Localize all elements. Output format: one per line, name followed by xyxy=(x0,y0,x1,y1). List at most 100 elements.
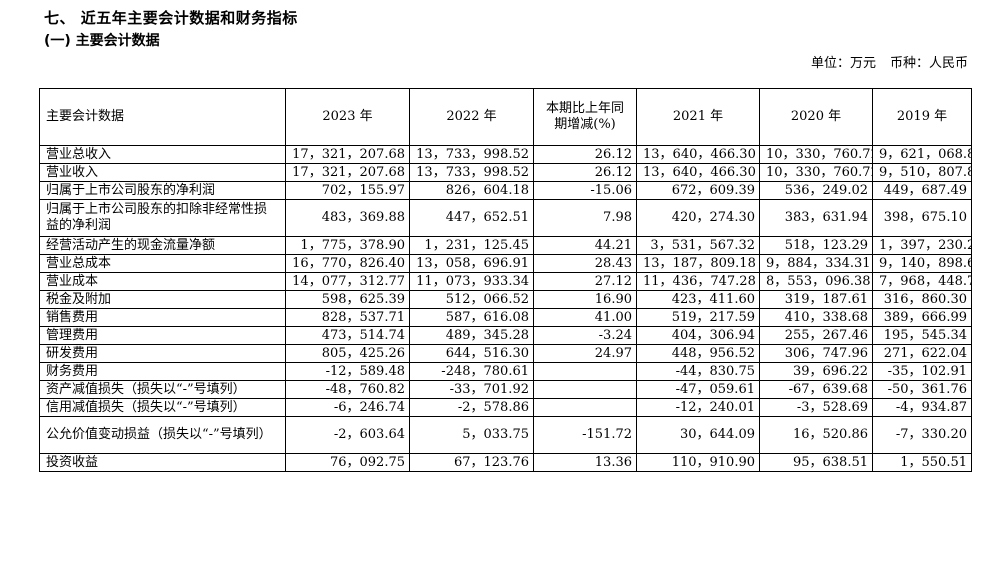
table-cell: 11，073，933.34 xyxy=(409,272,534,291)
table-cell: 95，638.51 xyxy=(759,453,873,472)
table-row: 研发费用 805，425.26 644，516.30 24.97 448，956.52 3… xyxy=(39,344,972,363)
table-cell: 587，616.08 xyxy=(409,308,534,327)
table-cell: 10，330，760.72 xyxy=(759,145,873,164)
table-cell: 13，640，466.30 xyxy=(636,163,760,182)
row-label: 投资收益 xyxy=(39,453,286,472)
table-cell: 1，775，378.90 xyxy=(285,236,410,255)
table-cell: 9，884，334.31 xyxy=(759,254,873,273)
row-label: 营业成本 xyxy=(39,272,286,291)
row-label: 资产减值损失（损失以“-”号填列） xyxy=(39,380,286,399)
table-cell: 449，687.49 xyxy=(872,181,972,200)
table-cell xyxy=(533,398,637,417)
table-cell: -50，361.76 xyxy=(872,380,972,399)
table-cell: -67，639.68 xyxy=(759,380,873,399)
table-cell: 44.21 xyxy=(533,236,637,255)
table-cell: 1，550.51 xyxy=(872,453,972,472)
row-label: 营业总成本 xyxy=(39,254,286,273)
table-cell: 9，510，807.86 xyxy=(872,163,972,182)
row-label: 研发费用 xyxy=(39,344,286,363)
row-label: 营业总收入 xyxy=(39,145,286,164)
row-label: 经营活动产生的现金流量净额 xyxy=(39,236,286,255)
row-label: 销售费用 xyxy=(39,308,286,327)
column-header: 2023 年 xyxy=(285,88,410,146)
table-cell: 13，187，809.18 xyxy=(636,254,760,273)
table-cell: 41.00 xyxy=(533,308,637,327)
table-cell: -248，780.61 xyxy=(409,362,534,381)
table-cell: 398，675.10 xyxy=(872,199,972,237)
section-title: 七、 近五年主要会计数据和财务指标 xyxy=(44,9,298,27)
table-cell: 7，968，448.73 xyxy=(872,272,972,291)
table-cell: 13，733，998.52 xyxy=(409,145,534,164)
table-cell: 16.90 xyxy=(533,290,637,309)
table-cell: -4，934.87 xyxy=(872,398,972,417)
table-cell: 672，609.39 xyxy=(636,181,760,200)
table-cell: -2，578.86 xyxy=(409,398,534,417)
table-cell: -44，830.75 xyxy=(636,362,760,381)
table-cell: 483，369.88 xyxy=(285,199,410,237)
currency-label: 币种：人民币 xyxy=(889,56,968,71)
table-cell: 9，621，068.88 xyxy=(872,145,972,164)
unit-label: 单位：万元 xyxy=(810,56,876,71)
row-label: 财务费用 xyxy=(39,362,286,381)
row-label: 公允价值变动损益（损失以“-”号填列） xyxy=(39,416,286,454)
column-header: 2021 年 xyxy=(636,88,760,146)
sub-title: (一) 主要会计数据 xyxy=(44,33,160,49)
table-row: 税金及附加 598，625.39 512，066.52 16.90 423，411.60… xyxy=(39,290,972,309)
table-row: 营业总收入 17，321，207.68 13，733，998.52 26.12 13，6… xyxy=(39,145,972,164)
table-cell: -47，059.61 xyxy=(636,380,760,399)
table-cell: 805，425.26 xyxy=(285,344,410,363)
table-cell: 383，631.94 xyxy=(759,199,873,237)
table-cell: 13，733，998.52 xyxy=(409,163,534,182)
column-header: 2019 年 xyxy=(872,88,972,146)
table-cell: 410，338.68 xyxy=(759,308,873,327)
accounting-data-table: 主要会计数据 2023 年 2022 年 本期比上年同期增减(%) 2021 年… xyxy=(39,88,972,472)
table-cell: 826，604.18 xyxy=(409,181,534,200)
row-label: 归属于上市公司股东的净利润 xyxy=(39,181,286,200)
table-cell: 13，058，696.91 xyxy=(409,254,534,273)
table-row: 销售费用 828，537.71 587，616.08 41.00 519，217.59 4… xyxy=(39,308,972,327)
table-cell: 27.12 xyxy=(533,272,637,291)
table-cell: 26.12 xyxy=(533,145,637,164)
table-cell: -2，603.64 xyxy=(285,416,410,454)
table-cell: -33，701.92 xyxy=(409,380,534,399)
table-cell: 512，066.52 xyxy=(409,290,534,309)
table-cell: 5，033.75 xyxy=(409,416,534,454)
table-cell: 76，092.75 xyxy=(285,453,410,472)
table-cell: -35，102.91 xyxy=(872,362,972,381)
table-row: 归属于上市公司股东的扣除非经常性损益的净利润 483，369.88 447，652.… xyxy=(39,199,972,237)
table-header-row: 主要会计数据 2023 年 2022 年 本期比上年同期增减(%) 2021 年… xyxy=(39,88,972,146)
table-cell xyxy=(533,362,637,381)
column-header: 2020 年 xyxy=(759,88,873,146)
table-cell: -3，528.69 xyxy=(759,398,873,417)
table-cell: 1，397，230.24 xyxy=(872,236,972,255)
table-cell: 448，956.52 xyxy=(636,344,760,363)
table-cell: -3.24 xyxy=(533,326,637,345)
table-cell: 644，516.30 xyxy=(409,344,534,363)
table-cell: 28.43 xyxy=(533,254,637,273)
row-label: 信用减值损失（损失以“-”号填列） xyxy=(39,398,286,417)
table-cell: 24.97 xyxy=(533,344,637,363)
table-cell: 11，436，747.28 xyxy=(636,272,760,291)
row-label: 税金及附加 xyxy=(39,290,286,309)
table-row: 营业收入 17，321，207.68 13，733，998.52 26.12 13，64… xyxy=(39,163,972,182)
table-cell: 319，187.61 xyxy=(759,290,873,309)
table-cell: 14，077，312.77 xyxy=(285,272,410,291)
table-cell: 10，330，760.72 xyxy=(759,163,873,182)
table-cell: 702，155.97 xyxy=(285,181,410,200)
table-cell: -48，760.82 xyxy=(285,380,410,399)
table-cell xyxy=(533,380,637,399)
table-row: 资产减值损失（损失以“-”号填列） -48，760.82 -33，701.92 -47… xyxy=(39,380,972,399)
table-cell: 195，545.34 xyxy=(872,326,972,345)
table-cell: -7，330.20 xyxy=(872,416,972,454)
table-row: 管理费用 473，514.74 489，345.28 -3.24 404，306.94 2… xyxy=(39,326,972,345)
table-cell: 828，537.71 xyxy=(285,308,410,327)
table-cell: 598，625.39 xyxy=(285,290,410,309)
table-row: 归属于上市公司股东的净利润 702，155.97 826，604.18 -15.06 6… xyxy=(39,181,972,200)
table-row: 财务费用 -12，589.48 -248，780.61 -44，830.75 39，69… xyxy=(39,362,972,381)
table-cell: 26.12 xyxy=(533,163,637,182)
table-row: 营业成本 14，077，312.77 11，073，933.34 27.12 11，43… xyxy=(39,272,972,291)
column-header: 主要会计数据 xyxy=(39,88,286,146)
row-label: 管理费用 xyxy=(39,326,286,345)
table-cell: -6，246.74 xyxy=(285,398,410,417)
row-label: 归属于上市公司股东的扣除非经常性损益的净利润 xyxy=(39,199,286,237)
